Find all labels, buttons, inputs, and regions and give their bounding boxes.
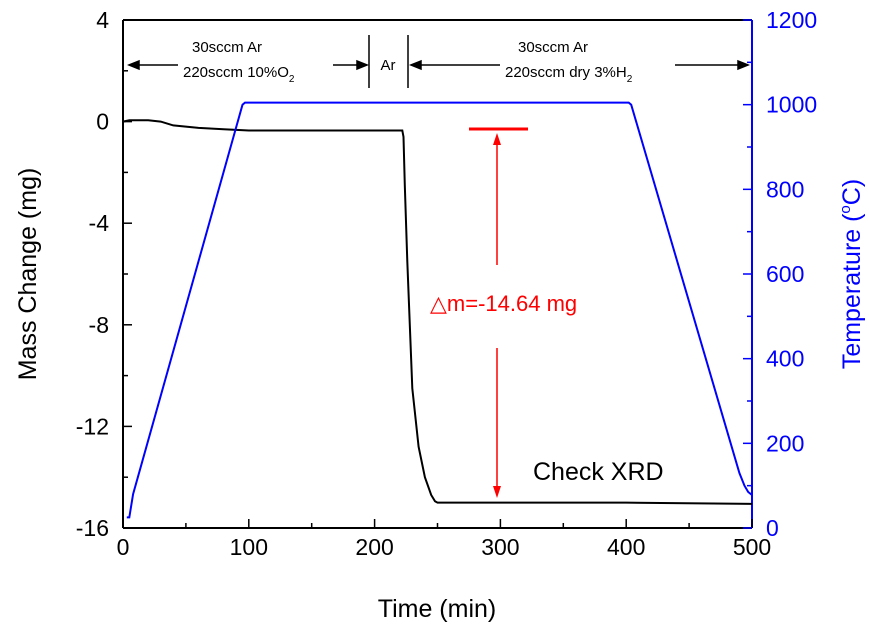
segment-arrows xyxy=(126,59,751,71)
x-tick-label: 100 xyxy=(230,534,268,560)
y-right-tick-label: 0 xyxy=(766,515,779,541)
y-left-tick-label: -12 xyxy=(76,413,109,439)
x-tick-label: 0 xyxy=(117,534,130,560)
seg1-label-main: 220sccm 10%O xyxy=(183,64,289,81)
temperature-series xyxy=(126,101,753,519)
y-right-title-degree: o xyxy=(837,205,854,213)
seg1-label-line1: 30sccm Ar xyxy=(192,39,262,56)
ticks-layer xyxy=(122,19,753,529)
x-tick-label: 300 xyxy=(481,534,519,560)
x-axis-title: Time (min) xyxy=(378,595,497,623)
check-xrd-label: Check XRD xyxy=(533,458,664,486)
y-right-tick-label: 600 xyxy=(766,261,804,287)
y-left-tick-label: 4 xyxy=(96,7,109,33)
y-axis-right-title: Temperature (oC) xyxy=(837,179,866,369)
y-right-tick-label: 200 xyxy=(766,430,804,456)
seg2-label: Ar xyxy=(381,57,396,74)
seg1-label-line2: 220sccm 10%O2 xyxy=(183,64,295,85)
delta-m-annotation xyxy=(469,127,528,498)
seg1-arrowhead-left xyxy=(126,59,140,71)
mass-change-series xyxy=(122,119,753,505)
seg3-label-line1: 30sccm Ar xyxy=(518,39,588,56)
y-left-tick-label: -8 xyxy=(89,312,109,338)
x-tick-label: 200 xyxy=(355,534,393,560)
seg1-arrowhead-right xyxy=(356,59,370,71)
seg3-label-sub: 2 xyxy=(627,74,633,85)
delta-m-arrowhead-down xyxy=(493,486,501,498)
x-tick-label: 500 xyxy=(733,534,771,560)
delta-m-label: △m=-14.64 mg xyxy=(430,291,577,316)
seg3-arrowhead-left xyxy=(408,59,422,71)
y-right-title-main: Temperature ( xyxy=(838,213,866,369)
y-right-title-unit: C) xyxy=(838,179,866,205)
y-right-tick-label: 1200 xyxy=(766,7,817,33)
seg3-label-line2: 220sccm dry 3%H2 xyxy=(505,64,633,85)
seg3-arrowhead-right xyxy=(737,59,751,71)
y-axis-left-title: Mass Change (mg) xyxy=(14,168,42,381)
y-left-tick-label: -4 xyxy=(89,210,110,236)
seg1-label-sub: 2 xyxy=(289,74,295,85)
y-right-tick-label: 400 xyxy=(766,346,804,372)
y-left-tick-label: -16 xyxy=(76,515,109,541)
tick-labels-layer: 0 100 200 300 400 500 4 0 -4 -8 -12 -16 1200 1000 800 6… xyxy=(76,7,817,560)
seg3-label-main: 220sccm dry 3%H xyxy=(505,64,627,81)
x-tick-label: 400 xyxy=(607,534,645,560)
y-right-tick-label: 1000 xyxy=(766,92,817,118)
y-right-tick-label: 800 xyxy=(766,176,804,202)
y-left-tick-label: 0 xyxy=(96,109,109,135)
delta-m-arrowhead-up xyxy=(493,133,501,145)
